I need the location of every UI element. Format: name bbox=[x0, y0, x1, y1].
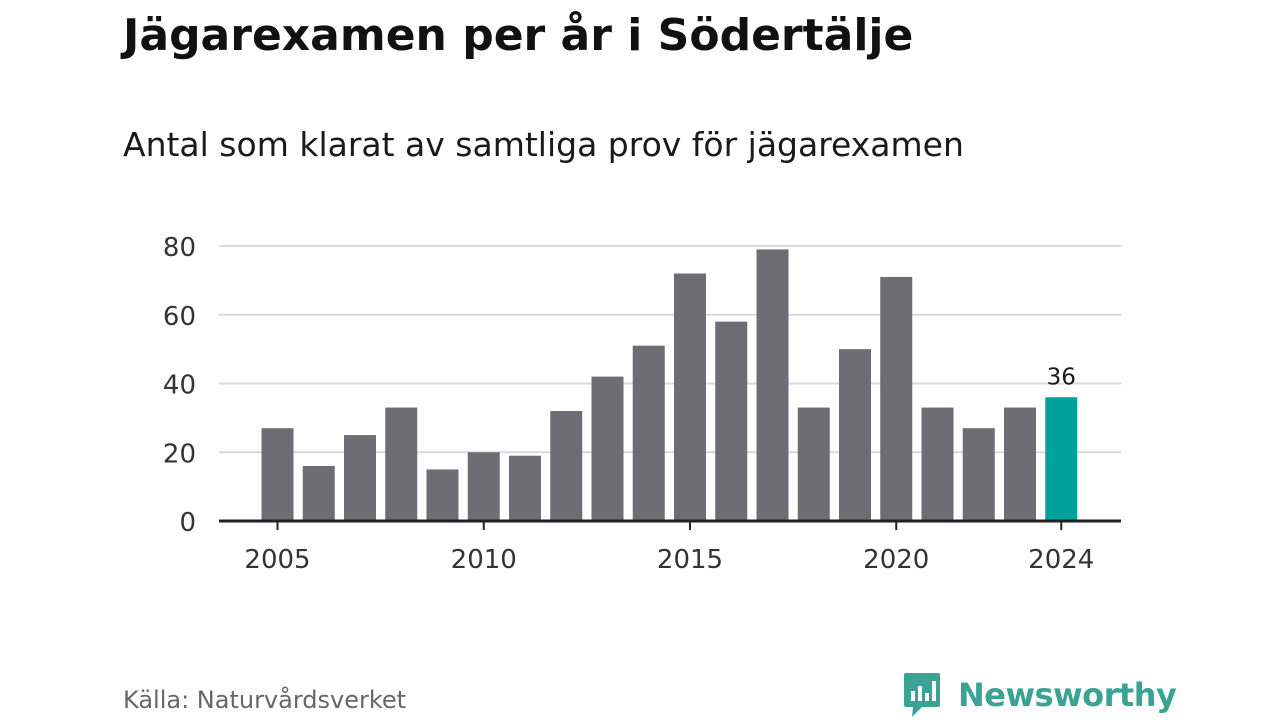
bar-2010 bbox=[467, 452, 500, 521]
bar-2021 bbox=[921, 407, 954, 521]
y-axis-tick-labels: 0 20 40 60 80 bbox=[163, 233, 196, 538]
x-tick-label-2024: 2024 bbox=[1028, 545, 1094, 575]
bar-2018 bbox=[797, 407, 830, 521]
bar-chart: 0 20 40 60 80 36 2005 2010 2015 2020 2024 bbox=[163, 233, 1121, 575]
y-tick-label-60: 60 bbox=[163, 302, 196, 332]
bar-2017 bbox=[756, 249, 789, 521]
data-labels: 36 bbox=[1047, 364, 1076, 390]
bar-2023 bbox=[1004, 407, 1036, 521]
data-label-2024: 36 bbox=[1047, 364, 1076, 390]
bar-2022 bbox=[962, 428, 995, 521]
x-axis-tick-labels: 2005 2010 2015 2020 2024 bbox=[244, 545, 1094, 575]
bar-2012 bbox=[550, 411, 583, 521]
chart-title: Jägarexamen per år i Södertälje bbox=[123, 10, 914, 61]
x-axis bbox=[219, 519, 1121, 530]
bar-2005 bbox=[261, 428, 294, 521]
chart-subtitle: Antal som klarat av samtliga prov för jä… bbox=[123, 125, 964, 164]
y-tick-label-20: 20 bbox=[163, 439, 196, 469]
brand-name: Newsworthy bbox=[958, 676, 1177, 714]
x-tick-label-2015: 2015 bbox=[657, 545, 723, 575]
x-tick-label-2010: 2010 bbox=[451, 545, 517, 575]
bar-2020 bbox=[880, 276, 913, 521]
y-tick-label-40: 40 bbox=[163, 371, 196, 401]
bar-2007 bbox=[344, 435, 376, 521]
newsworthy-chart-bubble-icon bbox=[904, 673, 940, 717]
bar-2019 bbox=[839, 349, 871, 521]
bar-2014 bbox=[632, 345, 665, 521]
y-tick-label-0: 0 bbox=[179, 508, 196, 538]
bar-2009 bbox=[426, 469, 459, 521]
bar-2015 bbox=[674, 273, 706, 521]
bar-2016 bbox=[715, 321, 748, 521]
bars bbox=[261, 249, 1078, 521]
x-tick-label-2020: 2020 bbox=[863, 545, 929, 575]
grid-lines bbox=[219, 245, 1121, 454]
newsworthy-logo: Newsworthy bbox=[902, 670, 1177, 720]
bar-2011 bbox=[509, 455, 541, 521]
bar-2006 bbox=[302, 466, 335, 521]
bar-2008 bbox=[385, 407, 418, 521]
bar-2013 bbox=[591, 376, 624, 521]
x-tick-label-2005: 2005 bbox=[244, 545, 310, 575]
bar-2024 bbox=[1045, 397, 1078, 521]
y-tick-label-80: 80 bbox=[163, 233, 196, 263]
source-note: Källa: Naturvårdsverket bbox=[123, 686, 407, 714]
